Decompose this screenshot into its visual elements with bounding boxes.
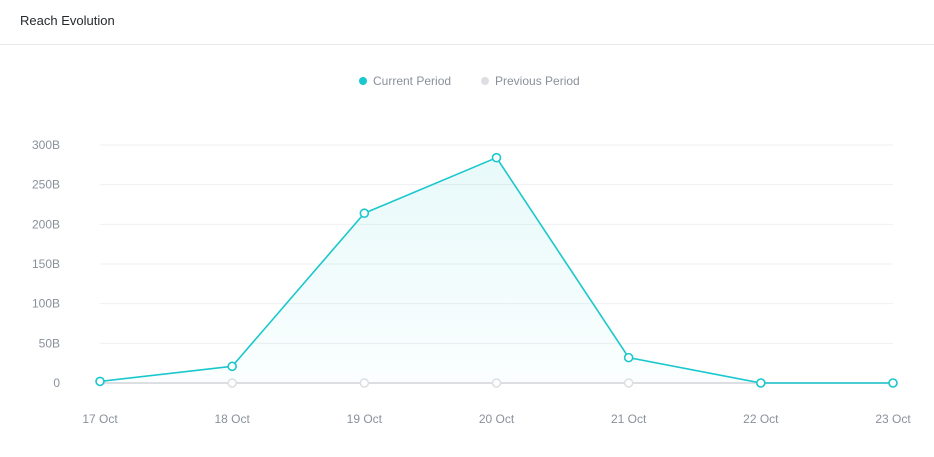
y-tick-label: 50B xyxy=(39,336,60,350)
y-tick-label: 300B xyxy=(32,138,60,152)
current-period-area xyxy=(100,157,893,383)
previous-period-point[interactable] xyxy=(623,378,634,388)
legend-label-current: Current Period xyxy=(373,74,451,88)
panel-title: Reach Evolution xyxy=(20,12,115,28)
x-axis: 17 Oct 18 Oct 19 Oct 20 Oct 21 Oct 22 Oct 23 O… xyxy=(82,412,911,426)
previous-period-point[interactable] xyxy=(491,378,502,388)
x-tick-label: 18 Oct xyxy=(214,412,250,426)
x-tick-label: 17 Oct xyxy=(82,412,118,426)
y-tick-label: 150B xyxy=(32,257,60,271)
current-period-point[interactable] xyxy=(95,376,105,387)
y-tick-label: 200B xyxy=(32,217,60,231)
x-tick-label: 21 Oct xyxy=(611,412,647,426)
x-tick-label: 23 Oct xyxy=(875,412,911,426)
x-tick-label: 20 Oct xyxy=(479,412,515,426)
legend-item-previous[interactable]: Previous Period xyxy=(481,74,580,88)
previous-period-point[interactable] xyxy=(359,378,370,388)
current-period-point[interactable] xyxy=(359,208,370,219)
y-tick-label: 0 xyxy=(53,376,60,390)
x-tick-label: 19 Oct xyxy=(347,412,383,426)
y-tick-label: 100B xyxy=(32,297,60,311)
legend-label-previous: Previous Period xyxy=(495,74,580,88)
x-tick-label: 22 Oct xyxy=(743,412,779,426)
current-period-area-fill xyxy=(100,157,893,383)
chart-legend: Current Period Previous Period xyxy=(359,74,580,88)
legend-item-current[interactable]: Current Period xyxy=(359,74,451,88)
y-axis: 0 50B 100B 150B 200B 250B 300B xyxy=(32,138,60,390)
current-period-point[interactable] xyxy=(623,352,634,363)
panel-header: Reach Evolution xyxy=(0,0,934,45)
current-period-point[interactable] xyxy=(756,378,766,388)
legend-swatch-current xyxy=(359,77,367,85)
current-period-point[interactable] xyxy=(491,152,502,163)
series-points xyxy=(95,152,898,388)
previous-period-point[interactable] xyxy=(227,378,237,388)
current-period-point[interactable] xyxy=(227,361,237,372)
y-tick-label: 250B xyxy=(32,178,60,192)
current-period-point[interactable] xyxy=(888,378,898,388)
legend-swatch-previous xyxy=(481,77,489,85)
